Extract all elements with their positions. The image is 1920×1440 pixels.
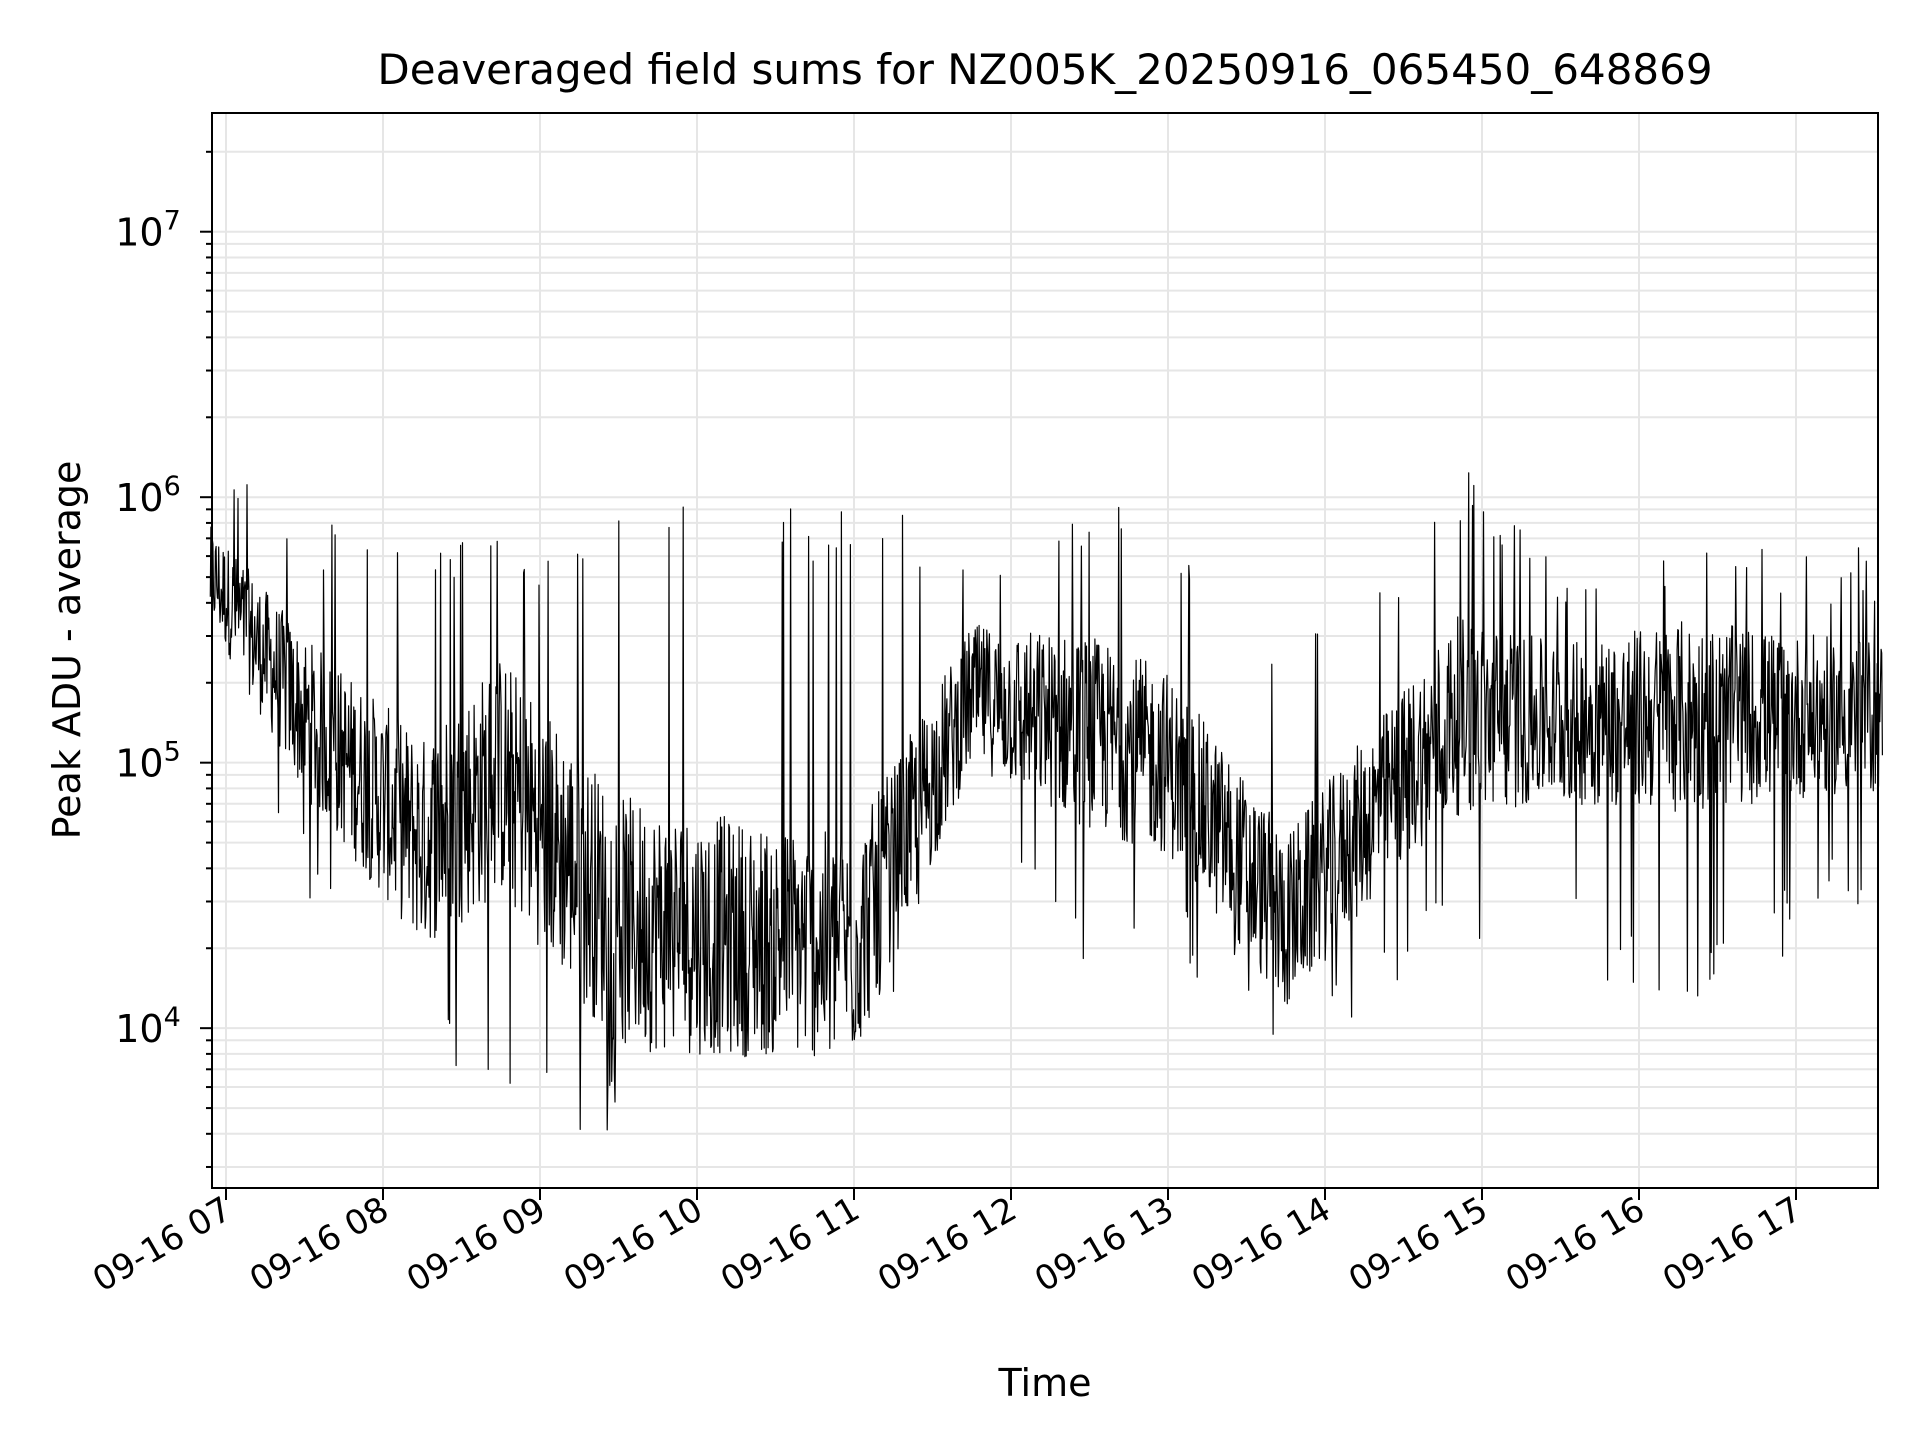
y-axis-label: Peak ADU - average [45,461,89,840]
grid-lines [212,113,1878,1188]
x-tick-label: 09-16 15 [1342,1189,1494,1300]
plot-area-frame [211,112,1879,1189]
x-tick-label: 09-16 09 [400,1189,552,1300]
y-tick-label: 106 [115,471,181,520]
data-series-line [209,472,1883,1131]
x-tick-label: 09-16 10 [557,1189,709,1300]
y-tick-label: 105 [115,737,181,786]
x-tick-label: 09-16 08 [243,1189,395,1300]
y-tick-label: 107 [115,206,181,255]
x-tick-label: 09-16 14 [1185,1189,1337,1300]
y-axis-ticks: 104 105 106 107 [115,150,212,1168]
x-tick-label: 09-16 11 [714,1189,866,1300]
x-tick-label: 09-16 16 [1499,1189,1651,1300]
x-axis-ticks: 09-16 07 09-16 08 09-16 09 09-16 10 09-16 11… [86,1188,1809,1300]
x-tick-label: 09-16 13 [1028,1189,1180,1300]
x-tick-label: 09-16 12 [871,1189,1023,1300]
x-tick-label: 09-16 17 [1656,1189,1808,1300]
y-tick-label: 104 [115,1002,181,1051]
chart-title: Deaveraged field sums for NZ005K_2025091… [377,45,1712,94]
x-tick-label: 09-16 07 [86,1189,238,1300]
x-axis-label: Time [998,1361,1092,1405]
